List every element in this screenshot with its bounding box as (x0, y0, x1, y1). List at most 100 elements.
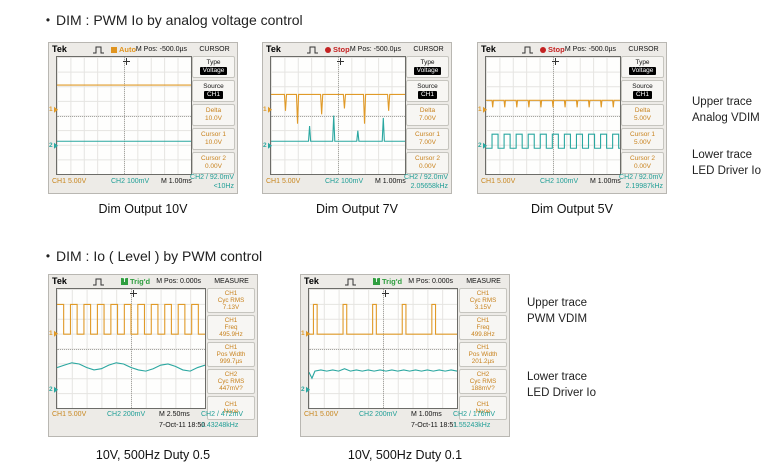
scope-capture-dim-10v: Tek Auto M Pos: -500.0µs CURSOR 1 2 Type… (48, 42, 238, 194)
menu-value: 10.0V (205, 139, 222, 146)
horizontal-position-readout: M Pos: -500.0µs (135, 45, 187, 53)
menu-item-type: Type Voltage (621, 56, 664, 78)
ch1-marker: 1 (49, 106, 58, 113)
menu-label: Cursor 1 (630, 131, 655, 138)
caption-dim-output-7v: Dim Output 7V (316, 202, 398, 216)
ch2-trace (57, 363, 205, 371)
ch1-marker: 1 (301, 330, 310, 338)
menu-item-cursor2: Cursor 2 0.00V (621, 152, 664, 174)
annotation-line: PWM VDIM (527, 312, 588, 325)
measure-source: CH1 (476, 344, 490, 351)
ch1-marker: 1 (263, 106, 272, 113)
menu-item-cursor1: Cursor 1 5.00V (621, 128, 664, 150)
menu-value: 0.00V (634, 163, 651, 170)
scope-readout-bar: CH1 5.00V CH2 100mV M 1.00ms CH2 / 92.0m… (263, 173, 451, 193)
ch1-scale-readout: CH1 5.00V (52, 411, 87, 418)
scope-readout-bar: CH1 5.00V CH2 200mV M 1.00ms CH2 / 176mV… (301, 407, 509, 436)
menu-label: Source (632, 83, 653, 90)
tek-logo: Tek (304, 276, 319, 286)
menu-item-source: Source CH1 (192, 80, 235, 102)
trigger-level-readout: CH2 / 472mV (201, 411, 244, 418)
menu-title: CURSOR (628, 45, 659, 53)
measure-value: 495.9Hz (219, 331, 243, 338)
measure-name: Freq (476, 324, 490, 331)
menu-label: Cursor 2 (630, 155, 655, 162)
caption-duty-05: 10V, 500Hz Duty 0.5 (95, 448, 211, 462)
menu-label: Delta (419, 107, 436, 114)
menu-label: Cursor 2 (415, 155, 440, 162)
ch2-marker: 2 (301, 386, 310, 394)
trigger-position-icon (122, 58, 130, 65)
trigger-status: Auto (111, 45, 136, 54)
caption-dim-output-5v: Dim Output 5V (531, 202, 613, 216)
measure-value: 3.15V (474, 304, 492, 311)
annotation-line: Analog VDIM (692, 111, 760, 124)
measure-source: CH1 (476, 401, 490, 408)
scope-capture-dim-7v: Tek Stop M Pos: -500.0µs CURSOR 1 2 Type… (262, 42, 452, 194)
datetime-readout: 7-Oct-11 18:50 (159, 422, 206, 429)
trigger-status-label: Trig'd (130, 277, 151, 286)
trigger-frequency-readout: 2.05658kHz (410, 183, 448, 190)
menu-value: 0.00V (205, 163, 222, 170)
measure-value: 999.7µs (219, 358, 243, 365)
annotation-upper-trace-pwm: Upper trace PWM VDIM (527, 296, 587, 327)
measure-item: CH1 None (207, 396, 255, 420)
ch1-scale-readout: CH1 5.00V (266, 178, 301, 185)
ch1-marker: 1 (478, 106, 487, 113)
annotation-line: Lower trace (692, 149, 753, 161)
measure-item: CH1 Cyc RMS 3.15V (459, 288, 507, 313)
menu-item-type: Type Voltage (192, 56, 235, 78)
menu-label: Cursor 1 (201, 131, 226, 138)
scope-screen: 1 2 (49, 56, 192, 175)
section2-heading: • DIM : Io ( Level ) by PWM control (40, 248, 262, 264)
measure-menu-panel: CH1 Cyc RMS 7.13V CH1 Freq 495.9Hz CH1 P… (206, 288, 256, 420)
caption-dim-output-10v: Dim Output 10V (98, 202, 188, 216)
measure-name: Cyc RMS (469, 378, 497, 385)
menu-label: Cursor 1 (415, 131, 440, 138)
measure-source: CH1 (224, 401, 238, 408)
ch2-scale-readout: CH2 100mV (540, 178, 579, 185)
menu-title: MEASURE (466, 277, 501, 285)
trigger-frequency-readout: 1.55243kHz (453, 422, 491, 429)
menu-value: 5.00V (634, 115, 651, 122)
menu-label: Type (206, 59, 221, 66)
measure-value: 447mV? (219, 385, 243, 392)
waveform-display (309, 289, 457, 408)
timebase-readout: M 2.50ms (159, 411, 190, 418)
scope-capture-dim-5v: Tek Stop M Pos: -500.0µs CURSOR 1 2 Type… (477, 42, 667, 194)
scope-header: Tek Stop M Pos: -500.0µs CURSOR (478, 43, 666, 56)
menu-value: CH1 (632, 91, 652, 99)
menu-value: 5.00V (634, 139, 651, 146)
measure-item: CH1 None (459, 396, 507, 420)
trigger-level-readout: CH2 / 92.0mV (619, 174, 663, 181)
measure-source: CH1 (224, 344, 238, 351)
measure-name: None (475, 408, 491, 415)
ch2-marker: 2 (263, 142, 272, 150)
annotation-line: Lower trace (527, 371, 588, 383)
datetime-readout: 7-Oct-11 18:51 (411, 422, 458, 429)
measure-item: CH1 Cyc RMS 7.13V (207, 288, 255, 313)
menu-title: CURSOR (413, 45, 444, 53)
caption-duty-01: 10V, 500Hz Duty 0.1 (347, 448, 463, 462)
menu-value: Voltage (628, 67, 657, 75)
scope-capture-duty-05: Tek T Trig'd M Pos: 0.000s MEASURE 1 2 C… (48, 274, 258, 437)
trigger-status: T Trig'd (121, 277, 150, 286)
trigger-frequency-readout: 2.19987kHz (625, 183, 663, 190)
scope-header: Tek Auto M Pos: -500.0µs CURSOR (49, 43, 237, 56)
menu-value: 7.00V (419, 115, 436, 122)
measure-name: Pos Width (468, 351, 498, 358)
timebase-readout: M 1.00ms (590, 178, 621, 185)
measure-value: 499.8Hz (471, 331, 495, 338)
ch2-trace (486, 134, 620, 148)
menu-title: CURSOR (199, 45, 230, 53)
scope-readout-bar: CH1 5.00V CH2 100mV M 1.00ms CH2 / 92.0m… (49, 173, 237, 193)
annotation-upper-trace-analog: Upper trace Analog VDIM (692, 95, 760, 126)
menu-item-cursor1: Cursor 1 7.00V (406, 128, 449, 150)
menu-label: Cursor 2 (201, 155, 226, 162)
trigger-status-label: Stop (548, 45, 565, 54)
scope-header: Tek Stop M Pos: -500.0µs CURSOR (263, 43, 451, 56)
section1-heading: • DIM : PWM Io by analog voltage control (40, 12, 303, 28)
scope-readout-bar: CH1 5.00V CH2 100mV M 1.00ms CH2 / 92.0m… (478, 173, 666, 193)
trigger-level-readout: CH2 / 92.0mV (190, 174, 234, 181)
measure-menu-panel: CH1 Cyc RMS 3.15V CH1 Freq 499.8Hz CH1 P… (458, 288, 508, 420)
